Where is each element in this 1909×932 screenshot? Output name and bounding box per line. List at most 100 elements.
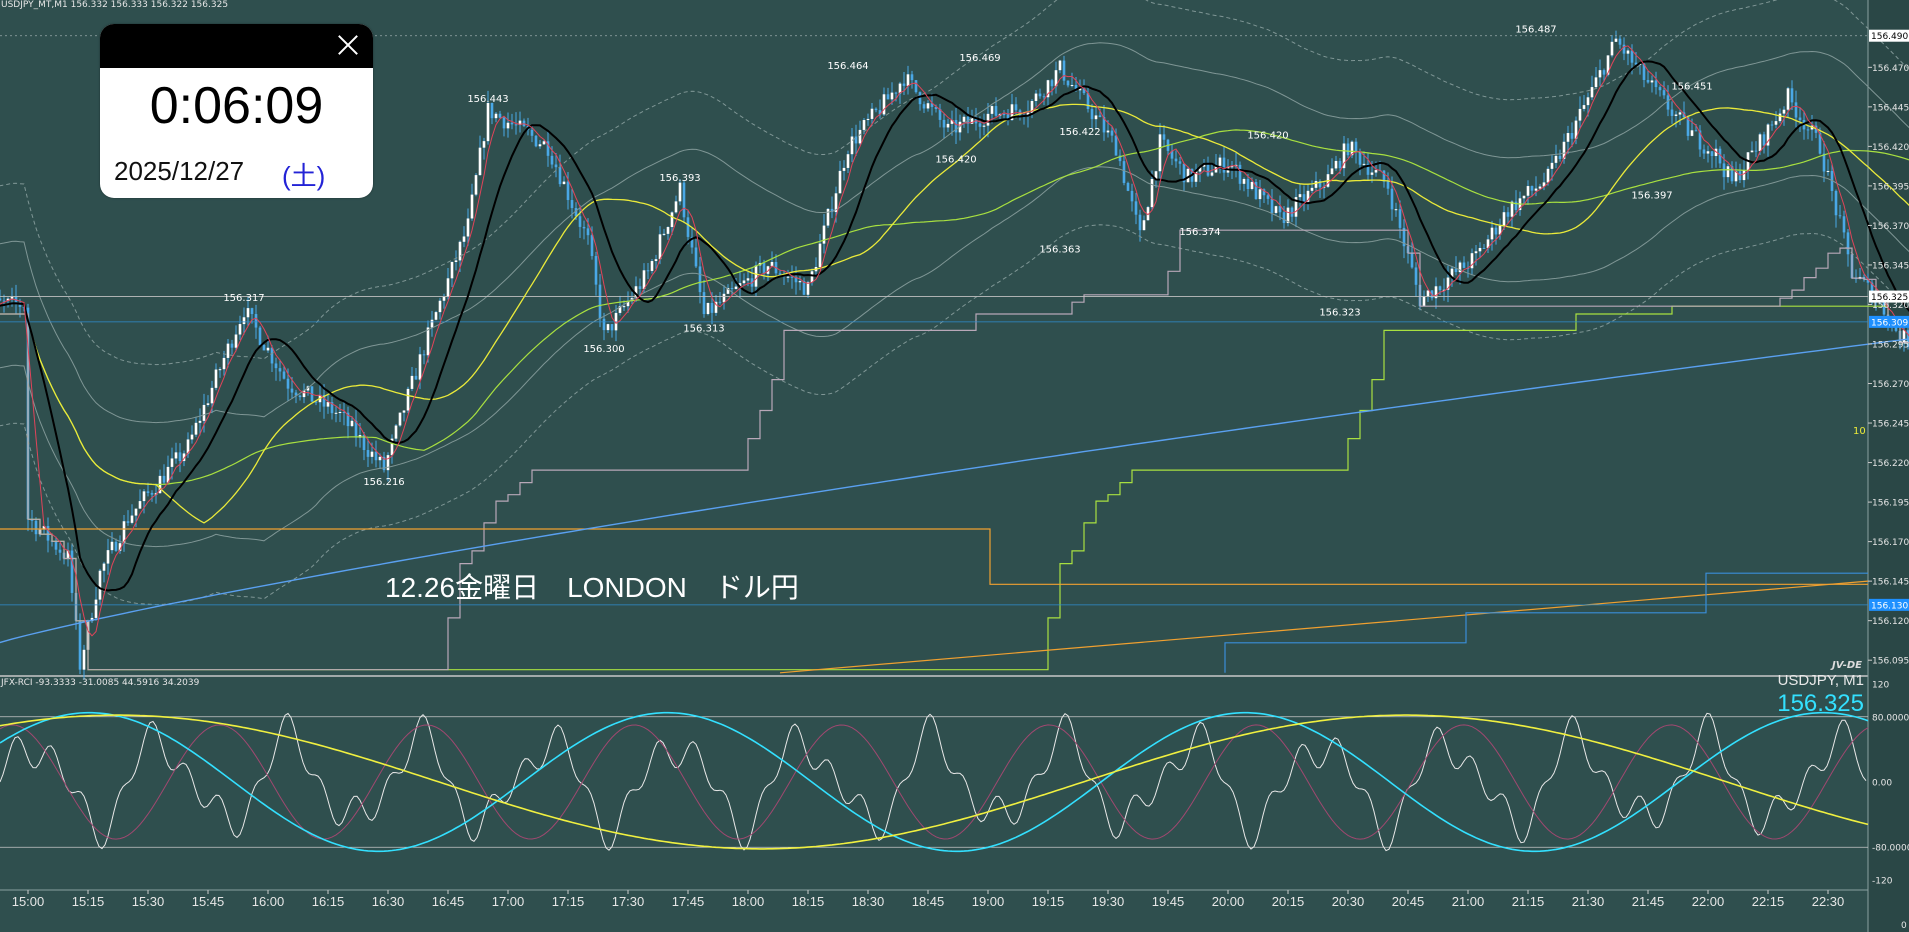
candle-body (1294, 197, 1298, 217)
candle-body (1514, 201, 1518, 211)
candle-body (1794, 102, 1798, 118)
candle-body (1130, 190, 1134, 202)
long-moving-average (0, 338, 1909, 644)
candle-body (1202, 164, 1206, 167)
candle-body (314, 401, 318, 403)
candle-body (738, 283, 742, 287)
candle-body (1090, 109, 1094, 120)
candle-body (1046, 80, 1050, 98)
candle-body (970, 117, 974, 124)
candle-body (886, 94, 890, 100)
candle-body (1354, 141, 1358, 152)
candle-body (1306, 190, 1310, 202)
candle-body (1666, 95, 1670, 110)
candle-body (658, 234, 662, 260)
candle-body (134, 508, 138, 516)
candle-body (410, 375, 414, 389)
candle-body (1678, 112, 1682, 115)
candle-body (394, 425, 398, 439)
symbol-name-label: USDJPY, M1 (1777, 672, 1864, 689)
rci-axis-bottom-label: 0 (1901, 921, 1907, 931)
candle-body (1142, 220, 1146, 231)
candle-body (370, 451, 374, 457)
candle-body (1242, 178, 1246, 184)
candle-body (1846, 232, 1850, 255)
candle-body (1558, 155, 1562, 159)
time-axis-label: 18:00 (732, 894, 765, 909)
candle-body (1622, 44, 1626, 54)
candle-body (1038, 93, 1042, 97)
candle-body (694, 247, 698, 267)
candle-body (486, 103, 490, 142)
candle-body (350, 420, 354, 427)
time-axis-label: 18:45 (912, 894, 945, 909)
candle-body (870, 108, 874, 119)
clock-widget[interactable]: 0:06:09 2025/12/27 (土) (100, 24, 373, 198)
candle-body (98, 570, 102, 600)
candle-body (1554, 155, 1558, 163)
clock-titlebar[interactable] (100, 24, 373, 68)
candle-body (718, 301, 722, 303)
candle-body (646, 270, 650, 272)
current-price-readout: 156.325 (1777, 690, 1864, 717)
peak-label: 156.317 (223, 293, 264, 304)
candle-body (202, 404, 206, 421)
time-axis-label: 22:00 (1692, 894, 1725, 909)
candle-body (270, 347, 274, 364)
candle-body (622, 306, 626, 308)
candle-body (1866, 279, 1870, 283)
candle-body (402, 410, 406, 413)
candle-body (462, 236, 466, 242)
candle-body (806, 282, 810, 295)
candle-body (834, 193, 838, 213)
candle-body (710, 302, 714, 313)
ma-lime (0, 129, 1909, 486)
candle-body (874, 108, 878, 111)
candle-body (390, 438, 394, 456)
candle-body (1150, 179, 1154, 208)
candle-body (1770, 124, 1774, 126)
candle-body (78, 620, 82, 670)
rci-indicator-label: JFX-RCI -93.3333 -31.0085 44.5916 34.203… (1, 678, 200, 688)
candle-body (1634, 62, 1638, 65)
time-axis-label: 19:15 (1032, 894, 1065, 909)
candle-body (362, 435, 366, 451)
candle-body (1790, 88, 1794, 103)
candle-body (1626, 50, 1630, 54)
blue-step-line (1224, 572, 1868, 673)
rci-short-line (0, 712, 1867, 852)
candle-body (302, 390, 306, 398)
candle-body (1726, 166, 1730, 178)
candle-body (1882, 300, 1886, 315)
candle-body (1806, 129, 1810, 131)
candle-body (366, 450, 370, 457)
candle-body (254, 314, 258, 328)
candle-body (1414, 267, 1418, 285)
candle-body (1614, 38, 1618, 42)
bollinger-upper (0, 42, 1909, 424)
candle-body (126, 521, 130, 523)
candle-body (1290, 207, 1294, 217)
candle-body (670, 212, 674, 228)
clock-time: 0:06:09 (149, 77, 324, 135)
candle-body (1126, 182, 1130, 191)
candle-body (1782, 109, 1786, 114)
price-axis-label: 156.245 (1872, 420, 1909, 430)
candle-body (1838, 215, 1842, 217)
candle-body (1438, 286, 1442, 291)
candle-body (1134, 201, 1138, 215)
time-axis-label: 20:15 (1272, 894, 1305, 909)
close-icon[interactable] (333, 30, 363, 60)
candle-body (162, 475, 166, 483)
candle-body (382, 456, 386, 471)
candle-body (1262, 189, 1266, 196)
candle-body (1070, 84, 1074, 86)
candle-body (558, 167, 562, 185)
price-axis-label: 156.445 (1872, 103, 1909, 113)
candle-body (1602, 70, 1606, 75)
candle-body (470, 194, 474, 219)
candle-body (1434, 286, 1438, 299)
candle-body (1398, 209, 1402, 228)
candle-body (1702, 149, 1706, 154)
candle-body (946, 123, 950, 128)
